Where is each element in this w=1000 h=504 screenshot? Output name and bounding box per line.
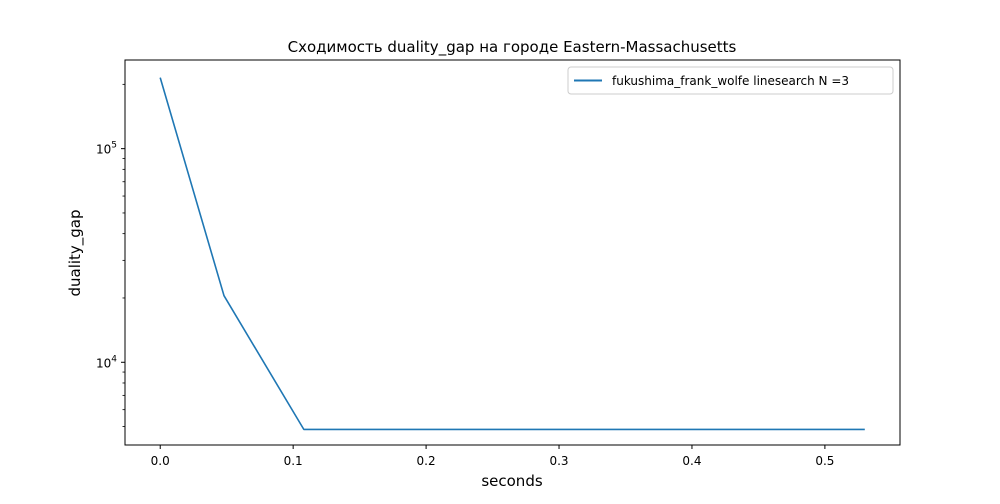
y-tick-label: 105	[96, 141, 117, 157]
x-axis-ticks: 0.0 0.1 0.2 0.3 0.4 0.5	[151, 445, 834, 468]
x-tick-label: 0.5	[815, 454, 834, 468]
x-axis-label: seconds	[481, 472, 542, 490]
series-line-0	[159, 77, 865, 431]
y-axis-ticks: 104 105	[96, 83, 125, 427]
chart-title: Сходимость duality_gap на городе Eastern…	[288, 38, 737, 57]
plot-area	[125, 60, 900, 445]
series-layer	[159, 77, 865, 431]
x-tick-label: 0.1	[284, 454, 303, 468]
x-tick-label: 0.3	[549, 454, 568, 468]
legend-label: fukushima_frank_wolfe linesearch N =3	[612, 74, 849, 88]
y-tick-label: 104	[96, 354, 117, 370]
x-tick-label: 0.0	[151, 454, 170, 468]
plot-frame	[124, 59, 901, 446]
y-axis-label: duality_gap	[66, 209, 85, 296]
x-tick-label: 0.4	[682, 454, 701, 468]
x-tick-label: 0.2	[417, 454, 436, 468]
legend: fukushima_frank_wolfe linesearch N =3	[567, 66, 894, 95]
legend-box	[567, 66, 894, 95]
